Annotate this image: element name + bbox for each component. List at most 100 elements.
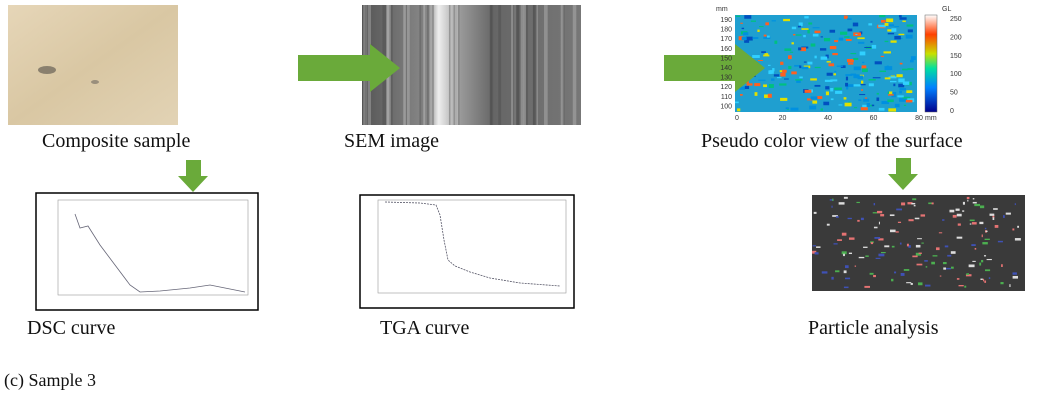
texture: [835, 91, 842, 94]
texture: [791, 42, 793, 44]
texture: [847, 59, 854, 62]
texture: [752, 55, 760, 58]
texture: [885, 23, 889, 26]
texture: [807, 29, 809, 33]
texture: [921, 214, 925, 216]
texture: [964, 286, 966, 288]
texture: [822, 271, 828, 273]
texture: [754, 83, 760, 86]
texture: [788, 55, 792, 59]
texture: [885, 66, 893, 70]
y-tick-label: 160: [720, 46, 732, 53]
texture: [926, 266, 928, 267]
texture: [802, 67, 809, 69]
texture: [1009, 284, 1010, 287]
texture: [917, 264, 923, 266]
texture: [879, 108, 885, 111]
texture: [898, 34, 904, 35]
y-tick-label: 100: [720, 103, 732, 110]
texture: [813, 27, 820, 28]
texture: [865, 255, 868, 256]
texture: [853, 23, 858, 27]
texture: [407, 5, 410, 125]
texture: [973, 198, 975, 199]
texture: [763, 55, 769, 57]
texture: [990, 214, 995, 216]
texture: [946, 268, 951, 269]
texture: [795, 79, 802, 80]
texture: [859, 94, 865, 95]
texture: [791, 71, 796, 74]
texture: [893, 84, 895, 87]
texture: [860, 51, 866, 55]
texture: [995, 225, 999, 228]
texture: [957, 237, 963, 239]
tga-image: [360, 195, 574, 308]
texture: [943, 262, 947, 264]
texture: [906, 90, 912, 93]
texture: [876, 258, 881, 259]
texture: [874, 203, 875, 205]
texture: [735, 102, 739, 104]
texture: [912, 256, 917, 258]
texture: [753, 37, 759, 39]
texture: [966, 273, 969, 275]
texture: [790, 52, 793, 53]
x-tick-label: 0: [735, 115, 739, 122]
texture: [780, 98, 787, 101]
texture: [825, 86, 829, 89]
texture: [780, 62, 783, 65]
texture: [980, 205, 984, 208]
texture: [839, 202, 845, 204]
texture: [917, 238, 922, 239]
texture: [888, 33, 894, 34]
y-tick-label: 130: [720, 75, 732, 82]
texture: [873, 77, 881, 78]
texture: [1013, 272, 1017, 274]
texture: [796, 81, 801, 83]
texture: [891, 279, 893, 281]
texture: [812, 100, 817, 103]
texture: [890, 214, 895, 216]
composite-spot: [38, 66, 56, 74]
texture: [830, 30, 836, 33]
texture: [1012, 228, 1014, 230]
texture: [742, 28, 744, 29]
colorbar-tick-label: 150: [950, 53, 962, 60]
texture: [902, 21, 905, 22]
texture: [809, 106, 816, 110]
texture: [862, 68, 868, 72]
texture: [855, 266, 856, 267]
texture: [974, 204, 980, 206]
texture: [772, 20, 776, 21]
composite-spot: [91, 80, 99, 84]
texture: [901, 202, 905, 205]
texture: [836, 216, 839, 218]
texture: [742, 37, 747, 40]
texture: [911, 203, 915, 204]
texture: [857, 220, 859, 222]
texture: [850, 53, 856, 54]
texture: [924, 260, 928, 262]
texture: [872, 105, 874, 107]
texture: [1017, 226, 1019, 228]
texture: [932, 202, 934, 204]
texture: [873, 275, 876, 277]
texture: [888, 108, 896, 111]
texture: [747, 83, 753, 85]
texture: [904, 269, 909, 271]
texture: [799, 22, 803, 26]
texture: [979, 222, 983, 224]
texture: [970, 223, 972, 224]
texture: [881, 252, 886, 253]
colorbar-tick-label: 200: [950, 34, 962, 41]
texture: [869, 83, 874, 86]
texture: [855, 34, 857, 35]
texture: [889, 91, 892, 94]
texture: [986, 231, 988, 232]
texture: [842, 233, 847, 236]
y-tick-label: 140: [720, 65, 732, 72]
texture: [839, 104, 843, 105]
texture: [918, 282, 923, 285]
texture: [854, 84, 861, 86]
